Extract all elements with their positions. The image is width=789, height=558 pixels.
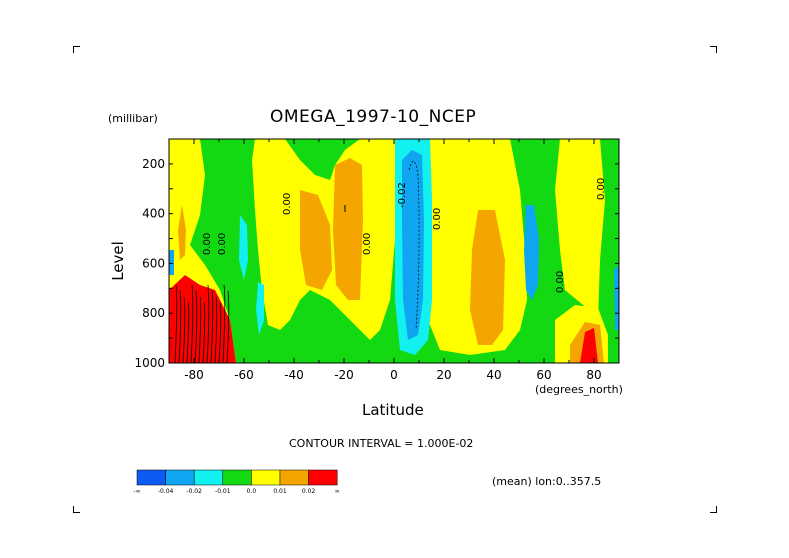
y-unit-label: (millibar) [108,112,158,125]
contour-label: 0.00 [596,178,607,200]
corner-mark-bottom-right [710,506,717,513]
chart-title: OMEGA_1997-10_NCEP [270,107,477,127]
orange-region-3 [470,210,505,345]
colorbar-tick-label: -0.01 [215,488,231,495]
blue-streak-right [614,265,619,330]
colorbar-tick-label: -0.04 [158,488,174,495]
blue-region [402,150,424,340]
x-tick-label: 40 [486,368,501,382]
contour-line [178,290,182,364]
colorbar: -∞ -0.04 -0.02 -0.01 0.0 0.01 0.02 ∞ [133,469,340,495]
colorbar-swatch [165,469,195,486]
x-tick-label: -60 [234,368,254,382]
contour-line [186,302,190,364]
blue-region-east [524,205,539,300]
contour-line [202,302,206,364]
y-tick-label: 800 [142,306,165,320]
contour-field [169,139,619,364]
contour-line [218,302,222,364]
orange-region-2 [333,158,363,300]
colorbar-swatch [279,469,309,486]
contour-label: 0.00 [362,233,373,255]
contour-line [214,296,218,364]
blue-streak-edge [169,250,174,275]
contour-line [198,296,202,364]
contour-line [174,284,178,364]
x-tick-label: 20 [436,368,451,382]
contour-label: 0.00 [202,233,213,255]
contour-line [222,284,226,364]
red-region-north [580,328,598,363]
y-axis-ticks: 200 400 600 800 1000 [134,138,619,370]
x-tick-label: 60 [536,368,551,382]
contour-line [210,290,214,364]
cyan-streak-1 [239,215,248,280]
contour-label: 0.00 [217,233,228,255]
y-tick-label: 400 [142,207,165,221]
colorbar-tick-label: ∞ [335,488,340,495]
x-axis-ticks: -80 -60 -40 -20 0 20 40 60 80 [168,139,620,382]
contour-label: 0.00 [432,208,443,230]
contour-label: -0.02 [397,182,408,208]
red-region-south [169,275,236,363]
contour-line [182,296,186,364]
x-tick-label: -20 [334,368,354,382]
contour-labels: 0.00 0.00 0.00 -0.02 0.00 0.00 0.00 0.00 [202,178,607,293]
colorbar-swatch [193,469,224,486]
contour-label: 0.00 [282,193,293,215]
colorbar-tick-label: -∞ [133,488,140,495]
colorbar-swatch [308,469,338,486]
orange-region-1 [300,190,332,290]
contour-interval-text: CONTOUR INTERVAL = 1.000E-02 [289,437,474,450]
mean-lon-text: (mean) lon:0..357.5 [492,475,602,488]
x-tick-label: -40 [284,368,304,382]
y-axis-label: Level [108,241,127,281]
colorbar-tick-label: -0.02 [186,488,202,495]
x-axis-label: Latitude [362,401,424,419]
contour-line-dashed [408,160,420,331]
contour-label: 0.00 [555,271,566,293]
colorbar-swatch [136,469,166,486]
yellow-region-far-east [555,139,605,320]
colorbar-tick-label: 0.02 [302,488,316,495]
y-tick-label: 600 [142,256,165,270]
x-tick-label: -80 [184,368,204,382]
colorbar-swatch [251,469,281,486]
x-tick-label: 80 [586,368,601,382]
x-unit-label: (degrees_north) [535,383,623,396]
corner-mark-top-left [73,46,80,53]
colorbar-swatch [222,469,252,486]
contour-line [226,290,230,364]
x-tick-label: 0 [390,368,398,382]
contour-line [194,290,198,364]
colorbar-tick-label: 0.0 [247,488,257,495]
corner-mark-top-right [710,46,717,53]
contour-line [190,284,194,364]
colorbar-tick-label: 0.01 [273,488,287,495]
cyan-streak-2 [256,282,264,335]
orange-streak [178,205,186,260]
corner-mark-bottom-left [73,506,80,513]
contour-line [206,284,210,364]
y-tick-label: 1000 [134,356,165,370]
y-tick-label: 200 [142,157,165,171]
